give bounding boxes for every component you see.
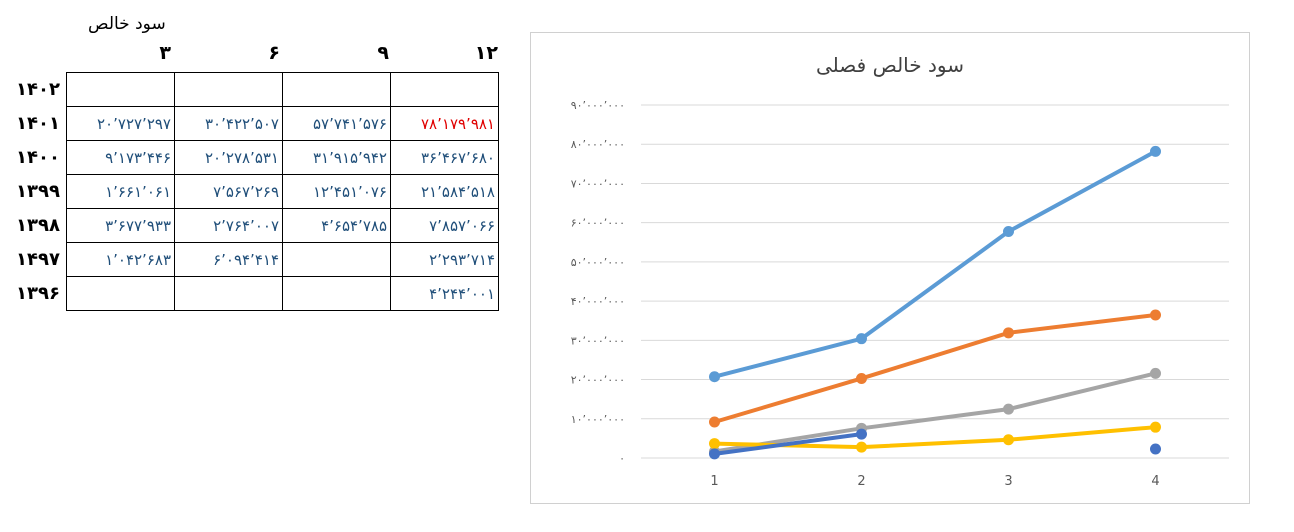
table-row: ۴٬۲۴۴٬۰۰۱ [66,276,499,311]
highlighted-cell[interactable]: ۷۸٬۱۷۹٬۹۸۱ [390,106,499,141]
data-point [1003,434,1014,446]
table-cell[interactable]: ۷٬۸۵۷٬۰۶۶ [390,208,499,243]
data-point [709,448,720,460]
table-row: ۹٬۱۷۳٬۴۴۶ ۲۰٬۲۷۸٬۵۳۱ ۳۱٬۹۱۵٬۹۴۲ ۳۶٬۴۶۷٬۶… [66,140,499,175]
data-point [856,428,867,440]
table-cell[interactable]: ۲٬۷۶۴٬۰۰۷ [174,208,283,243]
table-cell[interactable]: ۹٬۱۷۳٬۴۴۶ [66,140,175,175]
data-point [709,438,720,450]
table-cell[interactable]: ۶٬۰۹۴٬۴۱۴ [174,242,283,277]
data-point [1150,309,1161,321]
data-point [1003,327,1014,339]
data-point [1150,421,1161,433]
chart-title: سود خالص فصلی [816,53,964,77]
table-cell[interactable]: ۱٬۰۴۲٬۶۸۳ [66,242,175,277]
table-cell[interactable]: ۷٬۵۶۷٬۲۶۹ [174,174,283,209]
table-cell[interactable] [66,72,175,107]
series-line [712,432,864,456]
data-point [856,333,867,345]
table-cell[interactable]: ۱۲٬۴۵۱٬۰۷۶ [282,174,391,209]
table-cell[interactable] [282,242,391,277]
data-point [1003,226,1014,238]
table-cell[interactable]: ۲۰٬۷۲۷٬۲۹۷ [66,106,175,141]
series-line [712,312,1158,425]
table-row: ۱٬۶۶۱٬۰۶۱ ۷٬۵۶۷٬۲۶۹ ۱۲٬۴۵۱٬۰۷۶ ۲۱٬۵۸۴٬۵۱… [66,174,499,209]
y-tick-label: ۵۰٬۰۰۰٬۰۰۰ [571,256,625,269]
data-point [1150,145,1161,157]
table-row: ۱٬۰۴۲٬۶۸۳ ۶٬۰۹۴٬۴۱۴ ۲٬۲۹۳٬۷۱۴ [66,242,499,277]
column-header-3: ۳ [159,42,171,64]
y-tick-label: ۴۰٬۰۰۰٬۰۰۰ [571,295,625,308]
row-header-year: ۱۴۹۷ [16,249,60,270]
table-cell[interactable]: ۲۰٬۲۷۸٬۵۳۱ [174,140,283,175]
table-row: ۳٬۶۷۷٬۹۳۳ ۲٬۷۶۴٬۰۰۷ ۴٬۶۵۴٬۷۸۵ ۷٬۸۵۷٬۰۶۶ [66,208,499,243]
column-header-6: ۶ [268,42,280,64]
y-tick-label: ۹۰٬۰۰۰٬۰۰۰ [571,99,625,112]
x-tick-label: 1 [710,474,718,489]
x-tick-label: 4 [1151,474,1159,489]
y-tick-label: ۷۰٬۰۰۰٬۰۰۰ [571,177,625,190]
y-tick-label: ۳۰٬۰۰۰٬۰۰۰ [571,334,625,347]
y-tick-label: ۸۰٬۰۰۰٬۰۰۰ [571,138,625,151]
table-cell[interactable] [174,72,283,107]
table-cell[interactable]: ۵۷٬۷۴۱٬۵۷۶ [282,106,391,141]
table-cell[interactable] [66,276,175,311]
column-header-12: ۱۲ [474,42,498,64]
row-header-year: ۱۳۹۸ [16,215,60,236]
chart-plot: ۰ ۱۰٬۰۰۰٬۰۰۰ ۲۰٬۰۰۰٬۰۰۰ ۳۰٬۰۰۰٬۰۰۰ ۴۰٬۰۰۰٬۰۰… [571,99,1229,489]
series-line [712,149,1158,379]
series-line [712,371,1158,454]
x-tick-label: 3 [1004,474,1012,489]
net-profit-table: ۲۰٬۷۲۷٬۲۹۷ ۳۰٬۴۲۲٬۵۰۷ ۵۷٬۷۴۱٬۵۷۶ ۷۸٬۱۷۹٬… [66,72,499,311]
data-point [856,372,867,384]
table-cell[interactable] [174,276,283,311]
sheet-title: سود خالص [88,14,166,34]
table-cell[interactable]: ۱٬۶۶۱٬۰۶۱ [66,174,175,209]
x-tick-label: 2 [857,474,865,489]
data-point [709,371,720,383]
table-cell[interactable]: ۴٬۶۵۴٬۷۸۵ [282,208,391,243]
y-tick-label: ۰ [619,452,625,465]
table-row [66,72,499,107]
data-point [856,441,867,453]
chart-area[interactable]: سود خالص فصلی ۰ ۱۰٬۰۰۰٬۰۰۰ ۲۰٬۰۰۰٬۰۰۰ ۳۰٬۰۰… [530,32,1250,504]
data-point [1150,367,1161,379]
table-cell[interactable]: ۳۱٬۹۱۵٬۹۴۲ [282,140,391,175]
table-cell[interactable] [282,72,391,107]
row-header-year: ۱۴۰۲ [16,79,60,100]
data-point [1003,403,1014,415]
table-cell[interactable] [390,72,499,107]
y-tick-label: ۲۰٬۰۰۰٬۰۰۰ [571,374,625,387]
table-cell[interactable] [282,276,391,311]
table-cell[interactable]: ۳۰٬۴۲۲٬۵۰۷ [174,106,283,141]
table-cell[interactable]: ۲۱٬۵۸۴٬۵۱۸ [390,174,499,209]
column-header-9: ۹ [377,42,389,64]
table-cell[interactable]: ۳۶٬۴۶۷٬۶۸۰ [390,140,499,175]
row-header-year: ۱۳۹۹ [16,181,60,202]
y-tick-label: ۱۰٬۰۰۰٬۰۰۰ [571,413,625,426]
table-cell[interactable]: ۴٬۲۴۴٬۰۰۱ [390,276,499,311]
table-cell[interactable]: ۲٬۲۹۳٬۷۱۴ [390,242,499,277]
data-point [1150,443,1161,455]
table-row: ۲۰٬۷۲۷٬۲۹۷ ۳۰٬۴۲۲٬۵۰۷ ۵۷٬۷۴۱٬۵۷۶ ۷۸٬۱۷۹٬… [66,106,499,141]
row-header-year: ۱۳۹۶ [16,283,60,304]
data-point [709,416,720,428]
y-tick-label: ۶۰٬۰۰۰٬۰۰۰ [571,217,625,230]
row-header-year: ۱۴۰۰ [16,147,60,168]
table-cell[interactable]: ۳٬۶۷۷٬۹۳۳ [66,208,175,243]
row-header-year: ۱۴۰۱ [16,113,60,134]
